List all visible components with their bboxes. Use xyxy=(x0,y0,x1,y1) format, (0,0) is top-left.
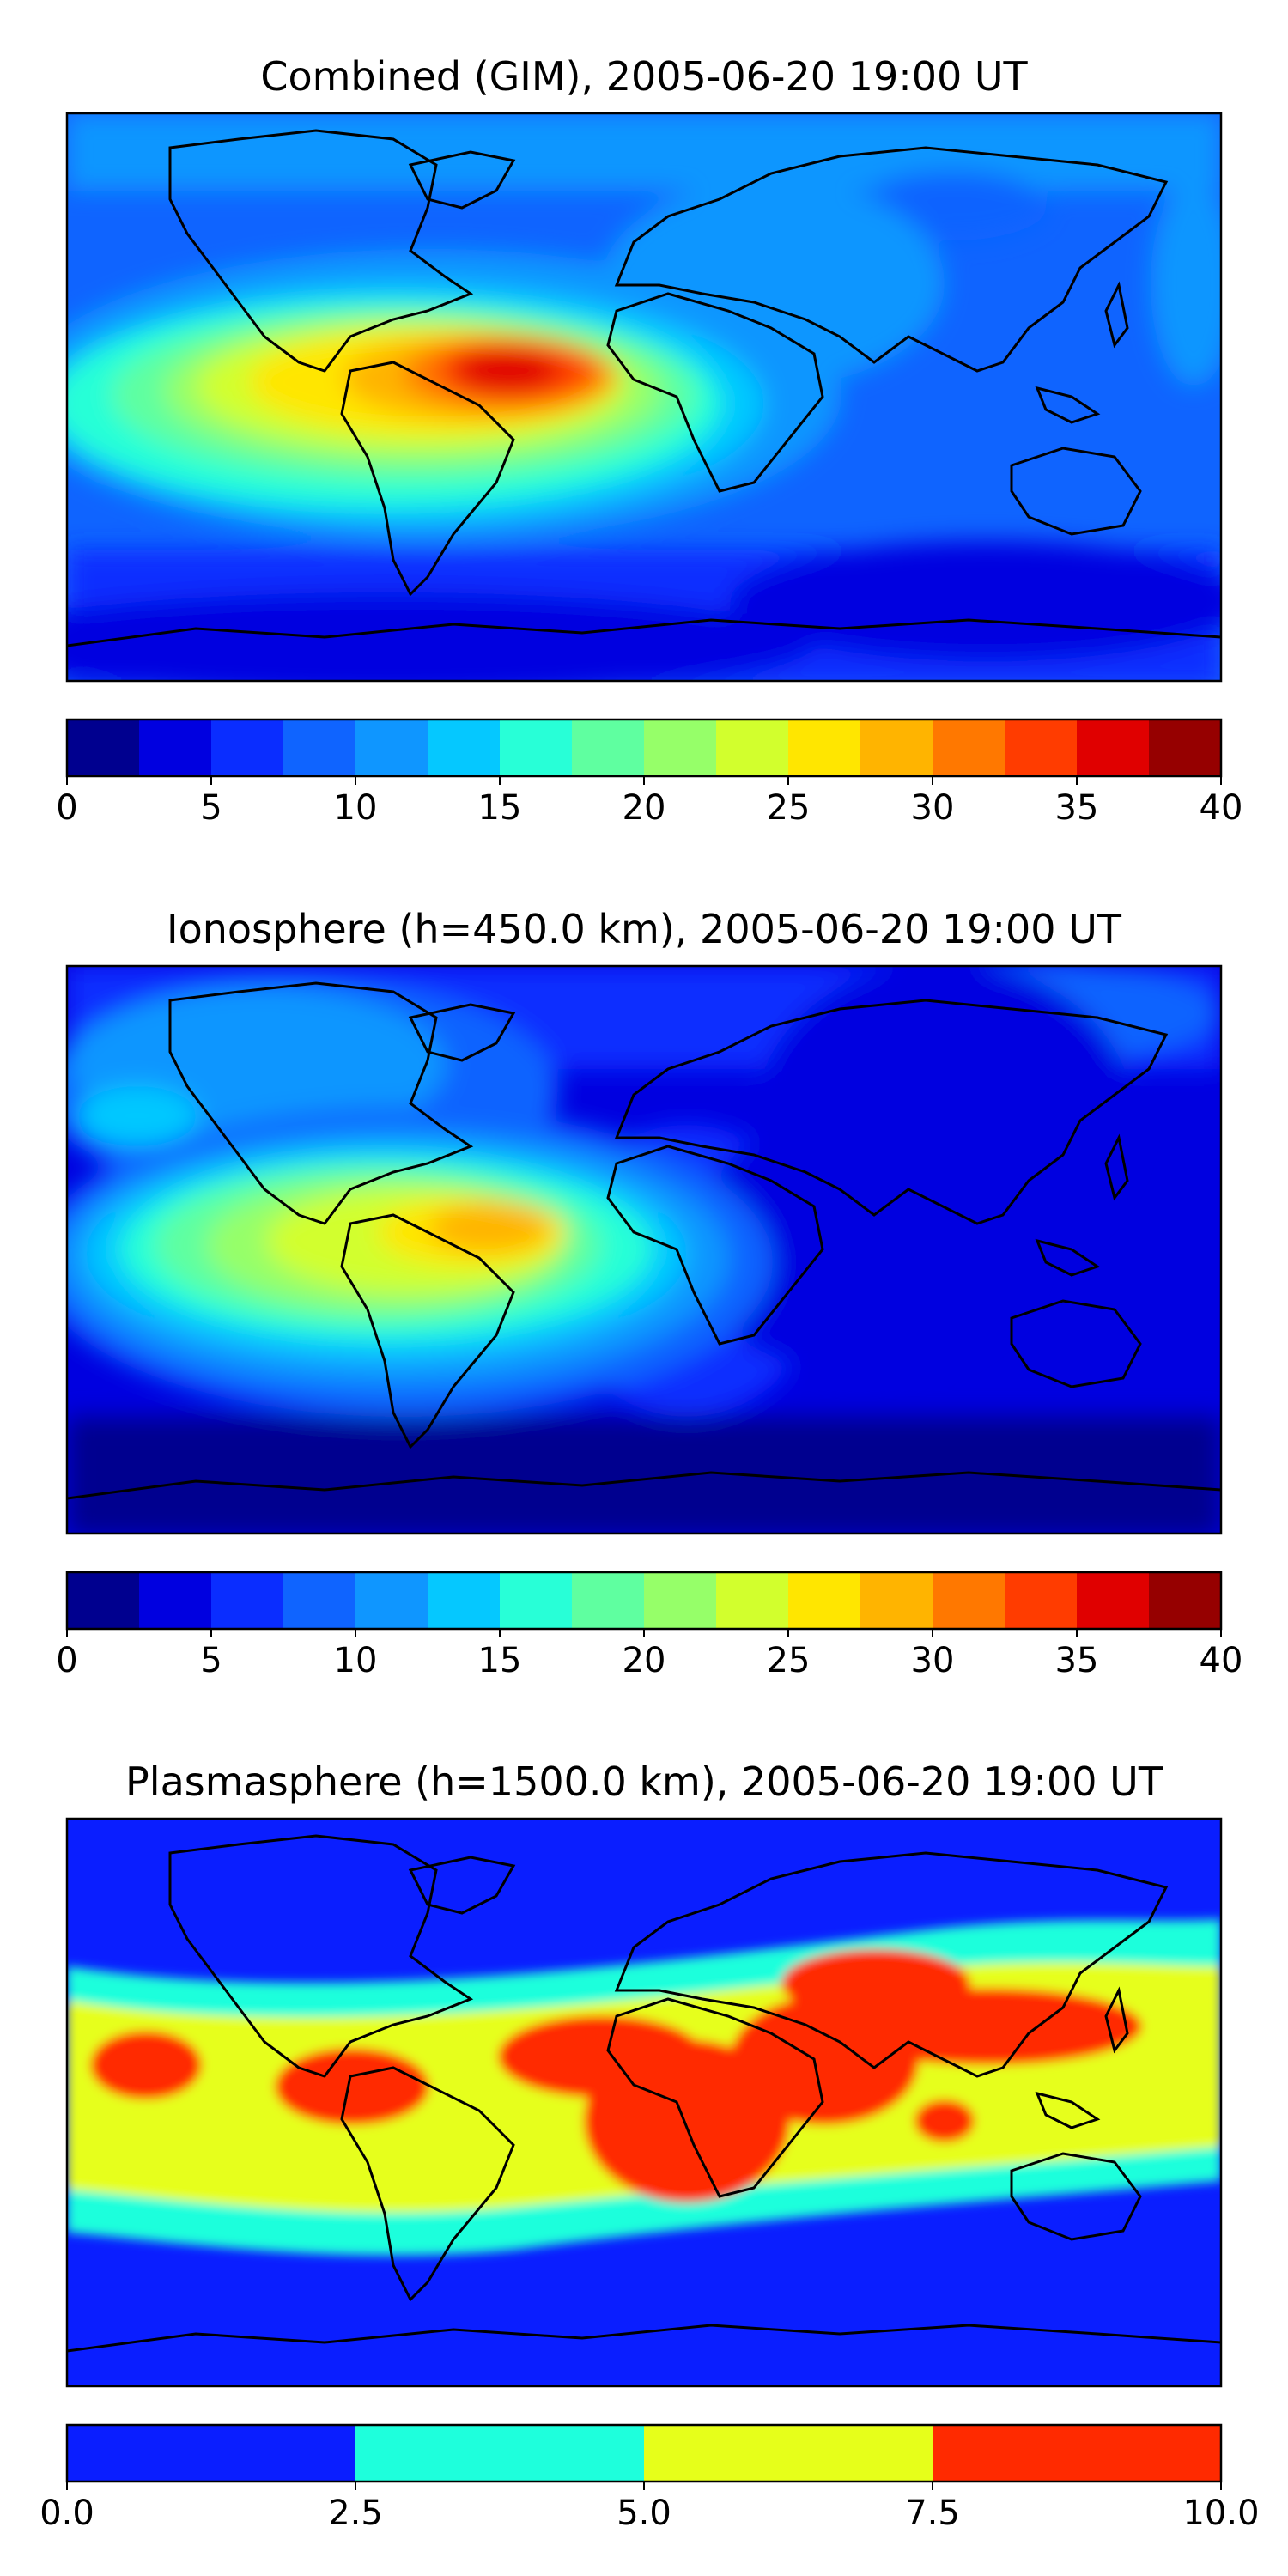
colorbar-tick-label: 20 xyxy=(623,788,666,828)
colorbar-segment xyxy=(1077,720,1150,776)
colorbar-tick-label: 0.0 xyxy=(39,2494,94,2533)
colorbar-tick-label: 0 xyxy=(56,788,77,828)
colorbar-segment xyxy=(500,1572,573,1629)
colorbar-segment xyxy=(644,1572,717,1629)
colorbar-tick-label: 20 xyxy=(623,1641,666,1680)
colorbar-segment xyxy=(428,1572,501,1629)
colorbar-segment xyxy=(428,720,501,776)
colorbar-segment xyxy=(283,1572,356,1629)
colorbar-tick-label: 5.0 xyxy=(617,2494,671,2533)
colorbar-tick-label: 40 xyxy=(1200,1641,1243,1680)
colorbar-tick-label: 10 xyxy=(334,1641,378,1680)
panel-title: Plasmasphere (h=1500.0 km), 2005-06-20 1… xyxy=(125,1759,1163,1805)
colorbar-tick-label: 30 xyxy=(911,1641,955,1680)
map-frame xyxy=(65,112,1223,683)
colorbar-segment xyxy=(139,720,212,776)
colorbar-tick-label: 5 xyxy=(200,788,222,828)
colorbar-segment xyxy=(716,1572,789,1629)
colorbar-segment xyxy=(355,2425,645,2482)
colorbar-tick-label: 2.5 xyxy=(328,2494,383,2533)
colorbar-segment xyxy=(211,1572,284,1629)
colorbar-segment xyxy=(933,1572,1005,1629)
colorbar-segment xyxy=(788,720,861,776)
colorbar-tick-label: 40 xyxy=(1200,788,1243,828)
colorbar: 0 5 10 15 20 25 30 35 40 xyxy=(56,718,1243,828)
panel-ionosphere: Ionosphere (h=450.0 km), 2005-06-20 19:0… xyxy=(56,906,1243,1680)
colorbar-segment xyxy=(1149,1572,1222,1629)
colorbar: 0.0 2.5 5.0 7.5 10.0 xyxy=(39,2423,1260,2533)
colorbar-segment xyxy=(1005,1572,1078,1629)
colorbar-segment xyxy=(355,720,428,776)
colorbar-segment xyxy=(933,720,1005,776)
panel-title: Combined (GIM), 2005-06-20 19:00 UT xyxy=(260,53,1028,100)
colorbar-segment xyxy=(644,2425,933,2482)
colorbar-segment xyxy=(1149,720,1222,776)
colorbar-tick-label: 15 xyxy=(478,1641,522,1680)
colorbar-tick-label: 25 xyxy=(767,1641,811,1680)
colorbar-tick-label: 0 xyxy=(56,1641,77,1680)
colorbar: 0 5 10 15 20 25 30 35 40 xyxy=(56,1571,1243,1680)
contour-map xyxy=(67,966,1221,1534)
colorbar-segment xyxy=(644,720,717,776)
colorbar-segment xyxy=(500,720,573,776)
colorbar-tick-label: 35 xyxy=(1055,788,1099,828)
colorbar-segment xyxy=(355,1572,428,1629)
colorbar-segment xyxy=(139,1572,212,1629)
colorbar-tick-label: 10.0 xyxy=(1182,2494,1259,2533)
colorbar-tick-label: 10 xyxy=(334,788,378,828)
colorbar-segment xyxy=(933,2425,1222,2482)
colorbar-tick-label: 30 xyxy=(911,788,955,828)
colorbar-segment xyxy=(1077,1572,1150,1629)
colorbar-tick-label: 35 xyxy=(1055,1641,1099,1680)
colorbar-segment xyxy=(572,1572,645,1629)
colorbar-tick-label: 25 xyxy=(767,788,811,828)
contour-map xyxy=(67,1819,1221,2386)
colorbar-tick-label: 7.5 xyxy=(905,2494,960,2533)
colorbar-segment xyxy=(788,1572,861,1629)
panel-plasmasphere: Plasmasphere (h=1500.0 km), 2005-06-20 1… xyxy=(39,1759,1259,2533)
map-frame xyxy=(65,1817,1223,2388)
panel-title: Ionosphere (h=450.0 km), 2005-06-20 19:0… xyxy=(167,906,1122,952)
colorbar-segment xyxy=(716,720,789,776)
colorbar-segment xyxy=(572,720,645,776)
colorbar-segment xyxy=(860,720,933,776)
contour-map xyxy=(67,113,1221,681)
colorbar-tick-label: 5 xyxy=(200,1641,222,1680)
panel-combined: Combined (GIM), 2005-06-20 19:00 UT xyxy=(56,53,1243,828)
colorbar-segment xyxy=(67,2425,356,2482)
map-frame xyxy=(65,964,1223,1535)
colorbar-segment xyxy=(860,1572,933,1629)
colorbar-segment xyxy=(67,1572,140,1629)
colorbar-segment xyxy=(211,720,284,776)
colorbar-segment xyxy=(67,720,140,776)
colorbar-tick-label: 15 xyxy=(478,788,522,828)
colorbar-segment xyxy=(1005,720,1078,776)
colorbar-segment xyxy=(283,720,356,776)
